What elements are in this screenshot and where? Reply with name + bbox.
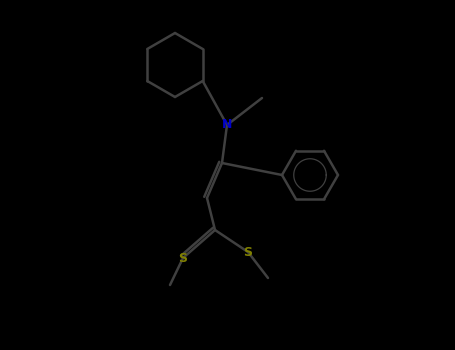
Text: S: S <box>178 252 187 265</box>
Text: N: N <box>222 119 232 132</box>
Text: S: S <box>243 245 253 259</box>
